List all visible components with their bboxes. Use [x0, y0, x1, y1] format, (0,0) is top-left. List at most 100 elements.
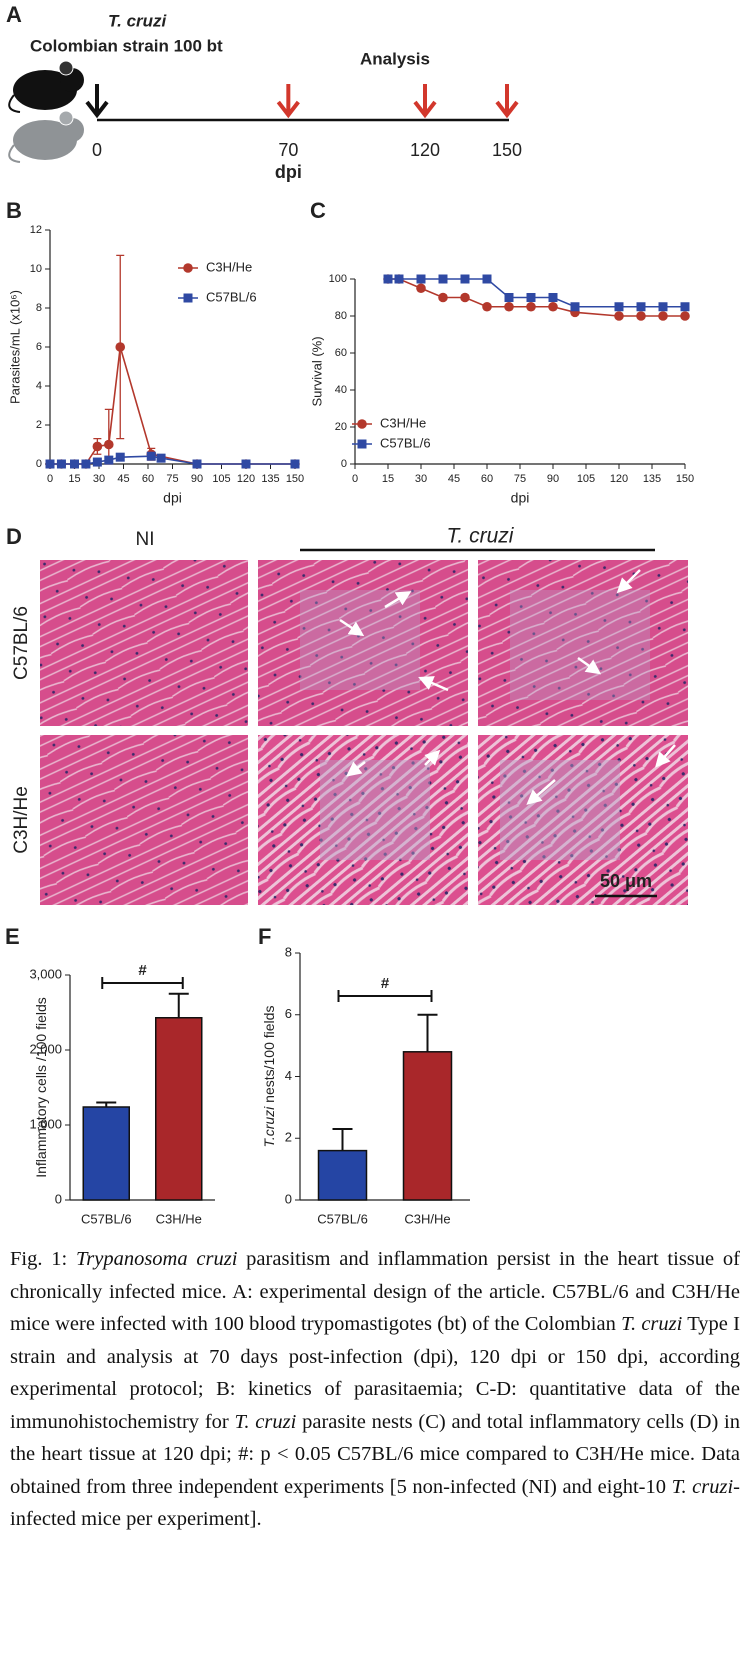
marker	[614, 302, 624, 312]
panel-letter: B	[6, 198, 22, 223]
significance-mark: #	[381, 975, 390, 992]
marker	[570, 302, 580, 312]
x-tick-label: 15	[68, 473, 80, 485]
y-tick-label: 4	[36, 380, 42, 392]
marker	[548, 301, 558, 312]
marker	[482, 301, 492, 312]
significance-bracket	[101, 977, 184, 989]
y-axis-label: Survival (%)	[309, 336, 324, 406]
panel-letter: C	[310, 198, 326, 223]
marker	[290, 459, 300, 469]
bar	[402, 1051, 453, 1201]
marker	[658, 311, 668, 321]
marker	[636, 311, 646, 321]
y-tick-label: 0	[285, 1191, 292, 1206]
y-axis-label-part: nests/100 fields	[261, 1006, 277, 1107]
legend-label: C3H/He	[206, 259, 252, 274]
figure: A T. cruzi Colombian strain 100 bt Analy…	[5, 2, 694, 1227]
caption-text: Type I strain and analysis at 70 days po…	[10, 1313, 740, 1433]
marker	[438, 274, 448, 284]
timeline-unit: dpi	[275, 162, 302, 182]
bar	[317, 1149, 368, 1201]
marker	[70, 459, 79, 469]
marker	[636, 302, 646, 312]
y-tick-label: 2	[36, 419, 42, 431]
error-bar	[417, 1013, 438, 1052]
significance-bracket	[337, 990, 433, 1002]
caption-text: parasitism and inflammation persist in t…	[10, 1248, 740, 1335]
y-tick-label: 4	[285, 1068, 292, 1083]
column-header: T. cruzi	[447, 525, 515, 548]
marker	[104, 455, 114, 465]
x-tick-label: 150	[676, 473, 694, 485]
marker	[460, 292, 470, 303]
x-tick-label: 60	[481, 473, 493, 485]
caption-text: Trypanosoma cruzi	[75, 1248, 238, 1270]
marker	[183, 293, 193, 303]
panel-letter: A	[6, 2, 22, 27]
analysis-label: Analysis	[360, 49, 430, 68]
y-tick-label: 8	[285, 944, 292, 959]
x-tick-label: 75	[166, 473, 178, 485]
marker	[658, 302, 668, 312]
y-tick-label: 20	[335, 421, 347, 433]
y-tick-label: 2	[285, 1130, 292, 1145]
caption-text: Fig. 1:	[10, 1248, 76, 1270]
y-axis-label: Parasites/mL (x10⁶)	[7, 290, 22, 404]
legend-label: C3H/He	[380, 415, 426, 430]
x-axis-label: dpi	[511, 490, 530, 506]
x-tick-label: C57BL/6	[317, 1211, 368, 1226]
caption-text: T. cruzi	[234, 1410, 297, 1433]
timepoint-label: 0	[92, 140, 102, 160]
y-tick-label: 10	[30, 263, 42, 275]
series-line	[50, 346, 295, 465]
timepoint-arrow	[495, 84, 519, 119]
timepoint-label: 120	[410, 140, 440, 160]
timepoint-arrow	[276, 84, 300, 119]
timepoint-label: 150	[492, 140, 522, 160]
caption-text: parasite nests (C) and total inflammator…	[10, 1410, 740, 1498]
legend-label: C57BL/6	[380, 435, 431, 450]
panel-letter: D	[6, 524, 22, 549]
marker	[614, 311, 624, 321]
marker	[504, 293, 514, 302]
x-axis-label: dpi	[163, 490, 182, 506]
y-axis-label: T.cruzi nests/100 fields	[261, 1006, 277, 1148]
panel-letter: E	[5, 924, 20, 949]
y-tick-label: 0	[55, 1191, 62, 1206]
chart: F 0 2 4 6 8 T.cruzi nests/100 fields C57BL/6 C3H…	[258, 924, 470, 1226]
x-tick-label: 0	[47, 473, 53, 485]
chart: E 0 1,000 2,000 3,000 Inflammatory cells /100…	[5, 924, 215, 1226]
marker	[115, 452, 125, 462]
marker	[383, 274, 393, 284]
marker	[92, 441, 103, 452]
panel-letter: F	[258, 924, 271, 949]
y-tick-label: 8	[36, 302, 42, 314]
marker	[104, 439, 114, 450]
strain: Colombian strain 100 bt	[30, 36, 223, 55]
marker	[192, 459, 202, 469]
timepoint-label: 70	[278, 140, 298, 160]
y-tick-label: 40	[335, 384, 347, 396]
caption-text: -infected mice per experiment].	[10, 1475, 740, 1531]
column-header: NI	[136, 529, 155, 550]
y-tick-label: 100	[329, 273, 347, 285]
chart: B 0 2 4 6 8 10 12 Parasites/mL (x10⁶) 0 15 30 45 60 75…	[6, 198, 304, 506]
marker	[241, 459, 251, 469]
marker	[504, 301, 514, 312]
x-tick-label: 15	[382, 473, 394, 485]
y-tick-label: 2,000	[29, 1041, 62, 1056]
mouse-icons	[8, 60, 84, 163]
marker	[416, 274, 426, 284]
x-tick-label: 105	[212, 473, 230, 485]
histology-images	[40, 560, 688, 905]
marker	[183, 263, 193, 273]
marker	[526, 293, 536, 302]
x-tick-label: 90	[191, 473, 203, 485]
marker	[56, 459, 66, 469]
x-tick-label: 120	[237, 473, 255, 485]
marker	[416, 283, 426, 294]
timepoint-arrow	[413, 84, 437, 119]
caption: Fig. 1: Trypanosoma cruzi parasitism and…	[10, 1243, 740, 1536]
